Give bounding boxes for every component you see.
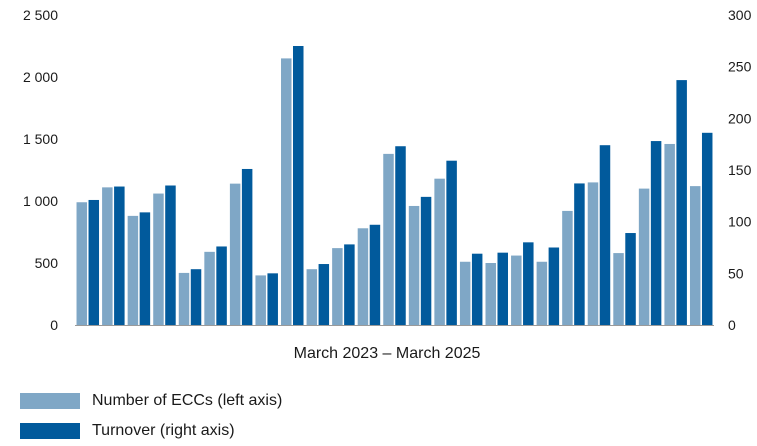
bar-turnover [139, 212, 151, 325]
bar-turnover [267, 273, 278, 325]
bar-ecc [102, 187, 113, 325]
bar-ecc [536, 261, 548, 325]
bar-turnover [471, 253, 483, 325]
legend-item-turnover: Turnover (right axis) [20, 416, 282, 446]
bar-turnover [190, 269, 202, 325]
bar-ecc [178, 272, 190, 325]
right-tick-label: 50 [728, 265, 744, 281]
right-tick-label: 0 [728, 317, 736, 333]
bar-ecc [76, 202, 88, 325]
bar-turnover [650, 141, 662, 325]
legend-swatch-turnover [20, 423, 80, 439]
bar-turnover [599, 145, 611, 325]
bar-turnover [625, 233, 636, 325]
bar-turnover [114, 186, 125, 325]
left-tick-label: 2 500 [23, 7, 58, 23]
bar-turnover [497, 252, 508, 325]
bar-ecc [204, 251, 215, 325]
right-tick-label: 100 [728, 214, 752, 230]
bar-turnover [216, 246, 227, 325]
bar-ecc [255, 275, 266, 325]
x-axis-label: March 2023 – March 2025 [294, 345, 481, 362]
left-tick-label: 0 [50, 317, 58, 333]
bar-turnover [523, 242, 534, 325]
bar-turnover [395, 146, 406, 325]
right-tick-label: 200 [728, 110, 752, 126]
bar-turnover [574, 183, 585, 325]
bar-ecc [511, 255, 522, 325]
bar-ecc [587, 182, 599, 325]
left-tick-label: 500 [35, 255, 59, 271]
bar-turnover [318, 264, 330, 325]
bar-ecc [408, 205, 420, 325]
bar-turnover [241, 168, 253, 325]
bar-ecc [306, 269, 318, 325]
bar-turnover [88, 199, 100, 325]
bar-turnover [344, 244, 355, 325]
right-tick-label: 300 [728, 7, 752, 23]
bar-turnover [701, 132, 713, 325]
bar-turnover [420, 196, 432, 325]
bar-turnover [548, 247, 560, 325]
bar-ecc [689, 186, 701, 325]
left-tick-label: 2 000 [23, 69, 58, 85]
bar-ecc [153, 193, 164, 325]
right-axis-ticks: 0 50 100 150 200 250 300 [728, 7, 752, 333]
bar-chart: 0 500 1 000 1 500 2 000 2 500 0 50 100 150 200 250… [23, 7, 752, 362]
bar-ecc [357, 228, 369, 325]
legend-item-ecc: Number of ECCs (left axis) [20, 386, 282, 416]
bar-turnover [369, 224, 381, 325]
bar-ecc [229, 183, 241, 325]
bar-turnover [446, 160, 457, 325]
bar-ecc [383, 153, 394, 325]
bar-ecc [562, 210, 573, 325]
bar-turnover [293, 46, 304, 325]
bar-ecc [332, 248, 343, 325]
right-tick-label: 150 [728, 162, 752, 178]
right-tick-label: 250 [728, 59, 752, 75]
bar-turnover [165, 185, 176, 325]
series-turnover-bars [88, 46, 713, 325]
bar-ecc [434, 178, 445, 325]
bar-ecc [613, 253, 624, 325]
bar-ecc [281, 58, 292, 326]
bar-turnover [676, 80, 687, 325]
legend-label-ecc: Number of ECCs (left axis) [92, 392, 283, 409]
series-ecc-bars [76, 58, 701, 326]
bar-ecc [485, 263, 496, 325]
legend: Number of ECCs (left axis) Turnover (rig… [20, 386, 282, 446]
bar-ecc [638, 188, 650, 325]
bar-ecc [127, 215, 139, 325]
left-axis-ticks: 0 500 1 000 1 500 2 000 2 500 [23, 7, 58, 333]
bar-ecc [664, 143, 675, 325]
legend-label-turnover: Turnover (right axis) [92, 422, 235, 439]
legend-swatch-ecc [20, 393, 80, 409]
bar-ecc [459, 261, 471, 325]
left-tick-label: 1 000 [23, 193, 58, 209]
left-tick-label: 1 500 [23, 131, 58, 147]
